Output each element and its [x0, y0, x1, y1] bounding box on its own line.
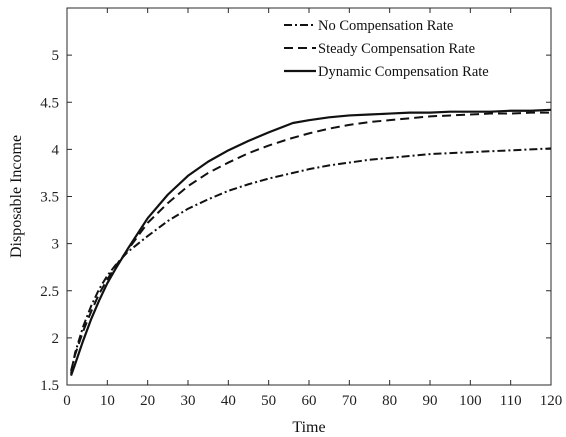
- x-tick-label: 80: [382, 393, 397, 409]
- x-tick-label: 90: [423, 393, 438, 409]
- x-tick-label: 20: [140, 393, 155, 409]
- y-tick-label: 3.5: [40, 190, 59, 206]
- x-tick-label: 0: [63, 393, 71, 409]
- x-tick-label: 40: [221, 393, 236, 409]
- x-tick-label: 100: [459, 393, 482, 409]
- legend-label-2: Steady Compensation Rate: [318, 41, 475, 57]
- legend: No Compensation Rate Steady Compensation …: [284, 18, 489, 80]
- series-line-3: [69, 108, 552, 376]
- x-tick-label: 60: [302, 393, 317, 409]
- x-tick-label: 30: [181, 393, 196, 409]
- x-tick-label: 50: [261, 393, 276, 409]
- series-layer: [69, 108, 552, 376]
- y-tick-label: 4: [52, 142, 60, 158]
- x-axis-ticks: 0 10 20 30 40 50 60 70 80 90 100 110 120: [63, 8, 562, 409]
- legend-label-1: No Compensation Rate: [318, 18, 453, 34]
- y-axis-title: Disposable Income: [8, 135, 25, 258]
- y-tick-label: 2.5: [40, 284, 59, 300]
- x-tick-label: 10: [100, 393, 115, 409]
- x-tick-label: 70: [342, 393, 357, 409]
- legend-label-3: Dynamic Compensation Rate: [318, 64, 489, 80]
- y-tick-label: 1.5: [40, 378, 59, 394]
- y-tick-label: 2: [52, 331, 60, 347]
- series-line-1: [70, 147, 552, 374]
- series-line-2: [70, 111, 551, 372]
- y-tick-label: 3: [52, 237, 60, 253]
- x-tick-label: 120: [540, 393, 563, 409]
- y-tick-label: 4.5: [40, 95, 59, 111]
- y-tick-label: 5: [52, 48, 60, 64]
- x-tick-label: 110: [500, 393, 522, 409]
- y-axis-ticks: 1.5 2 2.5 3 3.5 4 4.5 5: [40, 48, 551, 394]
- x-axis-title: Time: [292, 419, 325, 436]
